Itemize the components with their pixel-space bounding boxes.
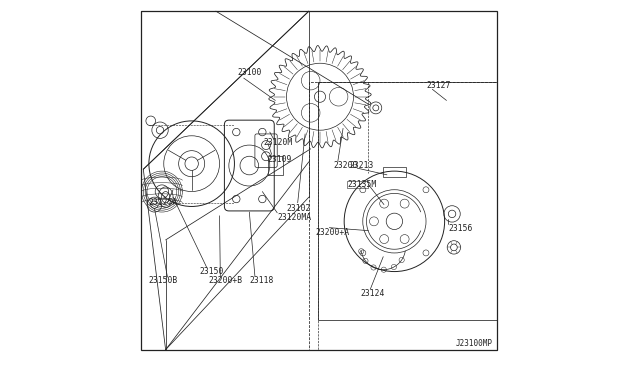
- Text: 23135M: 23135M: [347, 180, 376, 189]
- Text: 23200: 23200: [333, 161, 357, 170]
- Text: 23156: 23156: [449, 224, 473, 233]
- Bar: [347, 181, 368, 188]
- Text: 23102: 23102: [287, 204, 311, 213]
- Text: 23200+A: 23200+A: [316, 228, 349, 237]
- Text: J23100MP: J23100MP: [456, 339, 493, 348]
- Text: 23120M: 23120M: [264, 138, 292, 147]
- Text: 23100: 23100: [237, 68, 262, 77]
- Bar: [309, 82, 497, 350]
- Text: 23118: 23118: [250, 276, 274, 285]
- Text: 23150B: 23150B: [148, 276, 177, 285]
- Bar: [318, 82, 497, 320]
- Text: 23127A: 23127A: [148, 198, 177, 207]
- Text: 23150: 23150: [199, 267, 223, 276]
- Text: 23127: 23127: [426, 81, 451, 90]
- Text: 23120MA: 23120MA: [277, 213, 311, 222]
- Text: 23124: 23124: [361, 289, 385, 298]
- Text: 23200+B: 23200+B: [209, 276, 243, 285]
- Text: 23109: 23109: [268, 155, 292, 164]
- Text: 23213: 23213: [349, 161, 374, 170]
